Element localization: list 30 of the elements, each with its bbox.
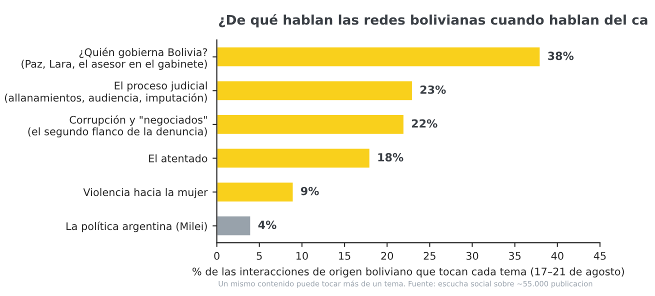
y-tick-label: ¿Quién gobierna Bolivia? (Paz, Lara, el asesor en el gabinete) <box>22 48 208 70</box>
y-tick-label: Violencia hacia la mujer <box>83 188 208 198</box>
x-tick-label: 40 <box>551 252 564 260</box>
data-label: 38% <box>548 52 574 60</box>
x-tick-label: 25 <box>424 252 436 260</box>
x-tick-label: 0 <box>214 252 220 260</box>
bar <box>216 80 414 102</box>
data-label: 22% <box>412 119 438 128</box>
bar <box>216 114 405 136</box>
x-tick-label: 30 <box>466 252 478 260</box>
data-label: 23% <box>420 85 446 94</box>
bar <box>216 46 542 68</box>
data-label: 4% <box>258 220 276 230</box>
y-tick-label: Corrupción y "negociados" (el segundo flanco de la denuncia) <box>28 115 207 138</box>
x-tick-label: 35 <box>508 252 521 260</box>
x-axis-title: % de las interacciones de origen boliviano que tocan cada tema (17–21 de agosto) <box>192 267 624 278</box>
bar <box>216 214 252 237</box>
bar <box>216 181 294 203</box>
data-label: 18% <box>378 153 404 162</box>
y-tick-label: La política argentina (Milei) <box>66 222 207 232</box>
x-tick-label: 10 <box>296 252 308 260</box>
data-label: 9% <box>300 186 319 196</box>
x-tick-label: 15 <box>339 252 350 260</box>
bar <box>216 147 371 170</box>
y-tick-label: El proceso judicial (allanamientos, audiencia, imputación) <box>5 81 207 104</box>
x-tick-label: 45 <box>594 252 606 260</box>
x-tick-label: 5 <box>256 252 262 260</box>
y-tick-label: El atentado <box>149 154 208 162</box>
chart-title: ¿De qué hablan las redes bolivianas cuando hablan del ca <box>219 14 648 28</box>
x-tick-label: 20 <box>381 252 394 260</box>
